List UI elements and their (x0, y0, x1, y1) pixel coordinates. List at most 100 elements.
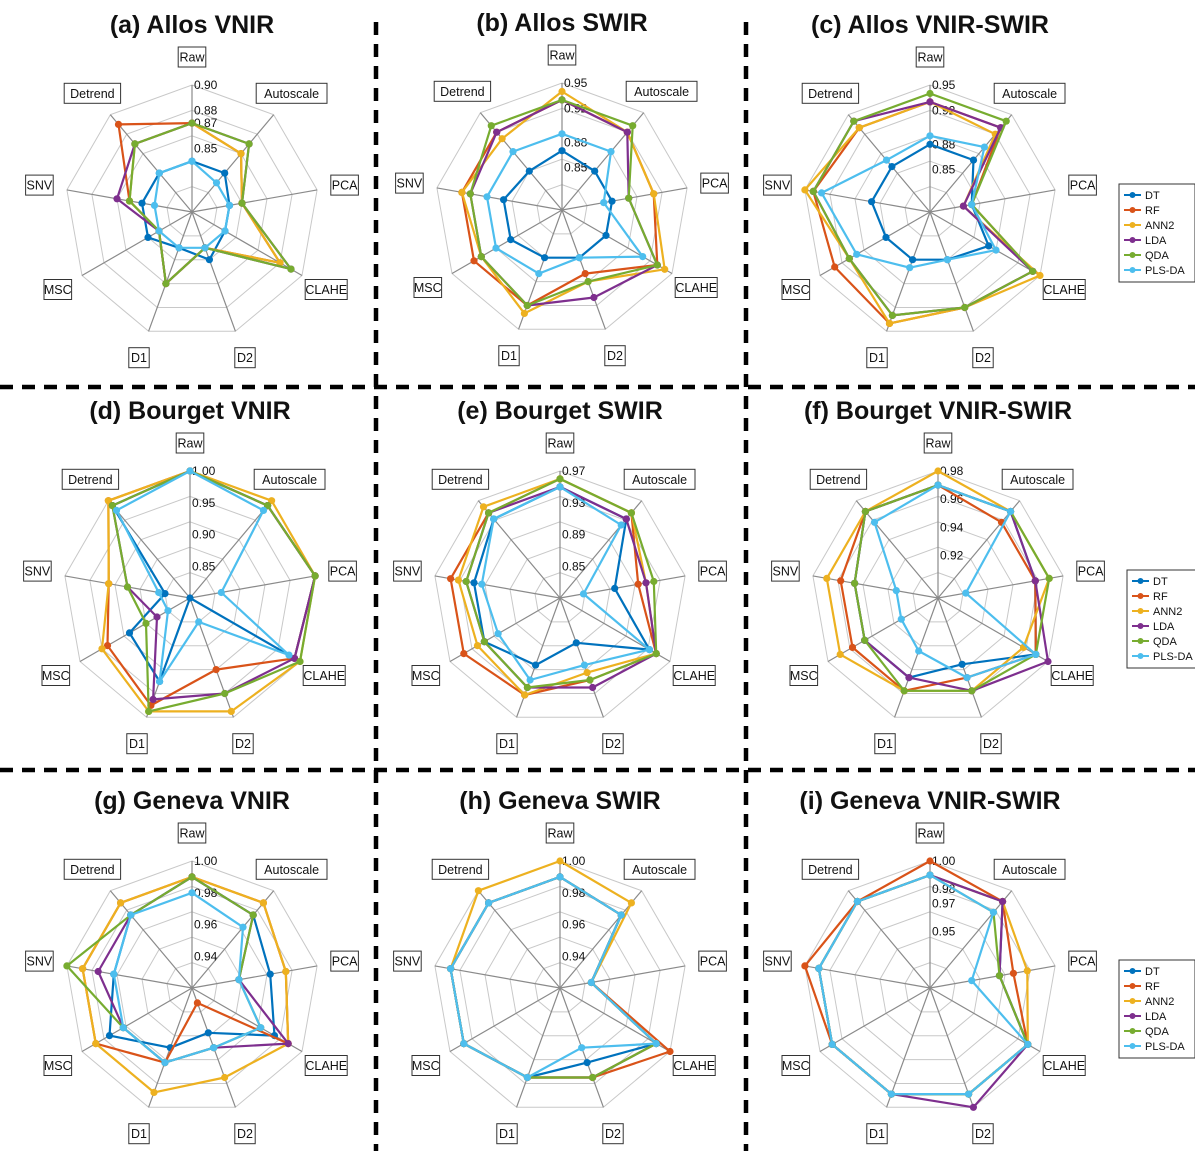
axis-label: SNV (773, 565, 799, 579)
data-point-pls-da (478, 580, 486, 588)
axis-label: D2 (237, 351, 253, 365)
axis-spoke (107, 500, 191, 599)
axis-label: Autoscale (262, 473, 317, 487)
data-point-lda (113, 195, 121, 203)
data-point-pls-da (1024, 1040, 1032, 1048)
axis-label-box (1068, 174, 1097, 196)
axis-label-box (395, 172, 424, 194)
axis-spoke (79, 597, 191, 663)
axis-label: MSC (782, 283, 810, 297)
data-point-pls-da (210, 1044, 218, 1052)
data-point-ann2 (885, 319, 894, 327)
data-point-qda (108, 502, 116, 510)
data-point-dt (969, 156, 978, 164)
data-point-qda (556, 475, 564, 483)
axis-spoke (515, 987, 561, 1108)
legend-box (1118, 183, 1195, 283)
legend-marker (1129, 1043, 1136, 1049)
axis-label-box (43, 279, 73, 300)
grid-ring (829, 109, 1031, 308)
data-point-pls-da (617, 911, 625, 919)
legend-marker (1129, 267, 1136, 273)
grid-ring (534, 572, 586, 623)
tick-label: 1.00 (932, 854, 956, 868)
data-point-ann2 (105, 580, 113, 588)
series-line-qda (465, 477, 658, 689)
axis-label: D1 (499, 1127, 515, 1141)
data-point-dt (125, 629, 134, 637)
data-point-qda (850, 117, 858, 125)
series-line-qda (853, 484, 1051, 692)
data-point-ann2 (498, 135, 506, 143)
axis-spoke (929, 965, 1056, 989)
data-point-dt (602, 231, 610, 239)
axis-label: CLAHE (305, 283, 347, 297)
grid-ring (812, 470, 1064, 718)
data-point-qda (311, 572, 319, 580)
axis-spoke (561, 112, 645, 211)
data-point-rf (103, 642, 112, 650)
axis-spoke (434, 965, 561, 989)
axis-spoke (819, 211, 931, 277)
legend-marker (1137, 593, 1144, 599)
tick-label: 0.94 (940, 520, 964, 534)
axis-spoke (517, 209, 563, 330)
grid-ring (66, 860, 318, 1108)
data-point-dt (221, 169, 229, 177)
data-point-qda (845, 255, 853, 263)
data-point-qda (245, 140, 253, 148)
axis-label-box (433, 80, 492, 102)
data-point-qda (1045, 574, 1053, 583)
axis-spoke (893, 597, 939, 718)
axis-label: Detrend (808, 863, 853, 877)
legend-marker (1137, 623, 1144, 629)
data-point-rf (447, 575, 455, 583)
series-line-qda (469, 98, 659, 307)
grid-ring (89, 495, 291, 694)
data-point-lda (153, 613, 161, 621)
series-line-ann2 (100, 469, 317, 713)
axis-label: CLAHE (303, 669, 345, 683)
legend-marker (1129, 237, 1136, 243)
axis-label: Autoscale (1002, 863, 1057, 877)
tick-label: 0.94 (194, 949, 218, 963)
data-point-rf (801, 962, 809, 970)
data-point-qda (63, 962, 71, 970)
data-point-ann2 (454, 576, 462, 584)
data-point-rf (666, 1047, 674, 1056)
axis-label: SNV (395, 565, 421, 579)
axis-label-box (698, 560, 727, 582)
axis-label-box (602, 733, 624, 755)
axis-label: MSC (782, 1059, 810, 1073)
grid-ring (116, 911, 268, 1061)
axis-label: MSC (412, 1059, 440, 1073)
grid-ring (854, 911, 1006, 1061)
data-point-ann2 (801, 186, 809, 194)
data-point-qda (462, 577, 470, 586)
axis-spoke (937, 500, 1021, 599)
axis-label: PCA (700, 955, 726, 969)
data-point-dt (266, 970, 274, 978)
axis-spoke (929, 189, 1056, 213)
axis-label-box (866, 1123, 888, 1145)
axis-label: Raw (547, 827, 573, 841)
data-point-dt (500, 196, 508, 204)
axis-spoke (191, 890, 275, 989)
legend-marker (1129, 192, 1136, 198)
data-point-ann2 (479, 503, 488, 511)
data-point-ann2 (583, 669, 591, 677)
legend-label: RF (1145, 205, 1160, 217)
axis-label: Detrend (440, 85, 485, 99)
grid-ring (912, 572, 964, 623)
data-point-ann2 (934, 467, 942, 475)
data-point-qda (485, 509, 493, 517)
axis-spoke (81, 211, 193, 277)
panel-title: (e) Bourget SWIR (457, 397, 663, 425)
axis-label-box (411, 665, 441, 686)
data-point-ann2 (558, 87, 566, 96)
data-point-pls-da (815, 964, 823, 973)
radar-panel: (b) Allos SWIR0.950.920.880.85RawAutosca… (395, 9, 729, 367)
grid-ring (804, 84, 1056, 332)
series-line-pls-da (820, 134, 998, 269)
data-point-pls-da (155, 588, 163, 597)
